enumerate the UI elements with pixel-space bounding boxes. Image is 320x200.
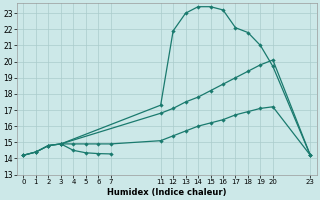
X-axis label: Humidex (Indice chaleur): Humidex (Indice chaleur) (107, 188, 227, 197)
